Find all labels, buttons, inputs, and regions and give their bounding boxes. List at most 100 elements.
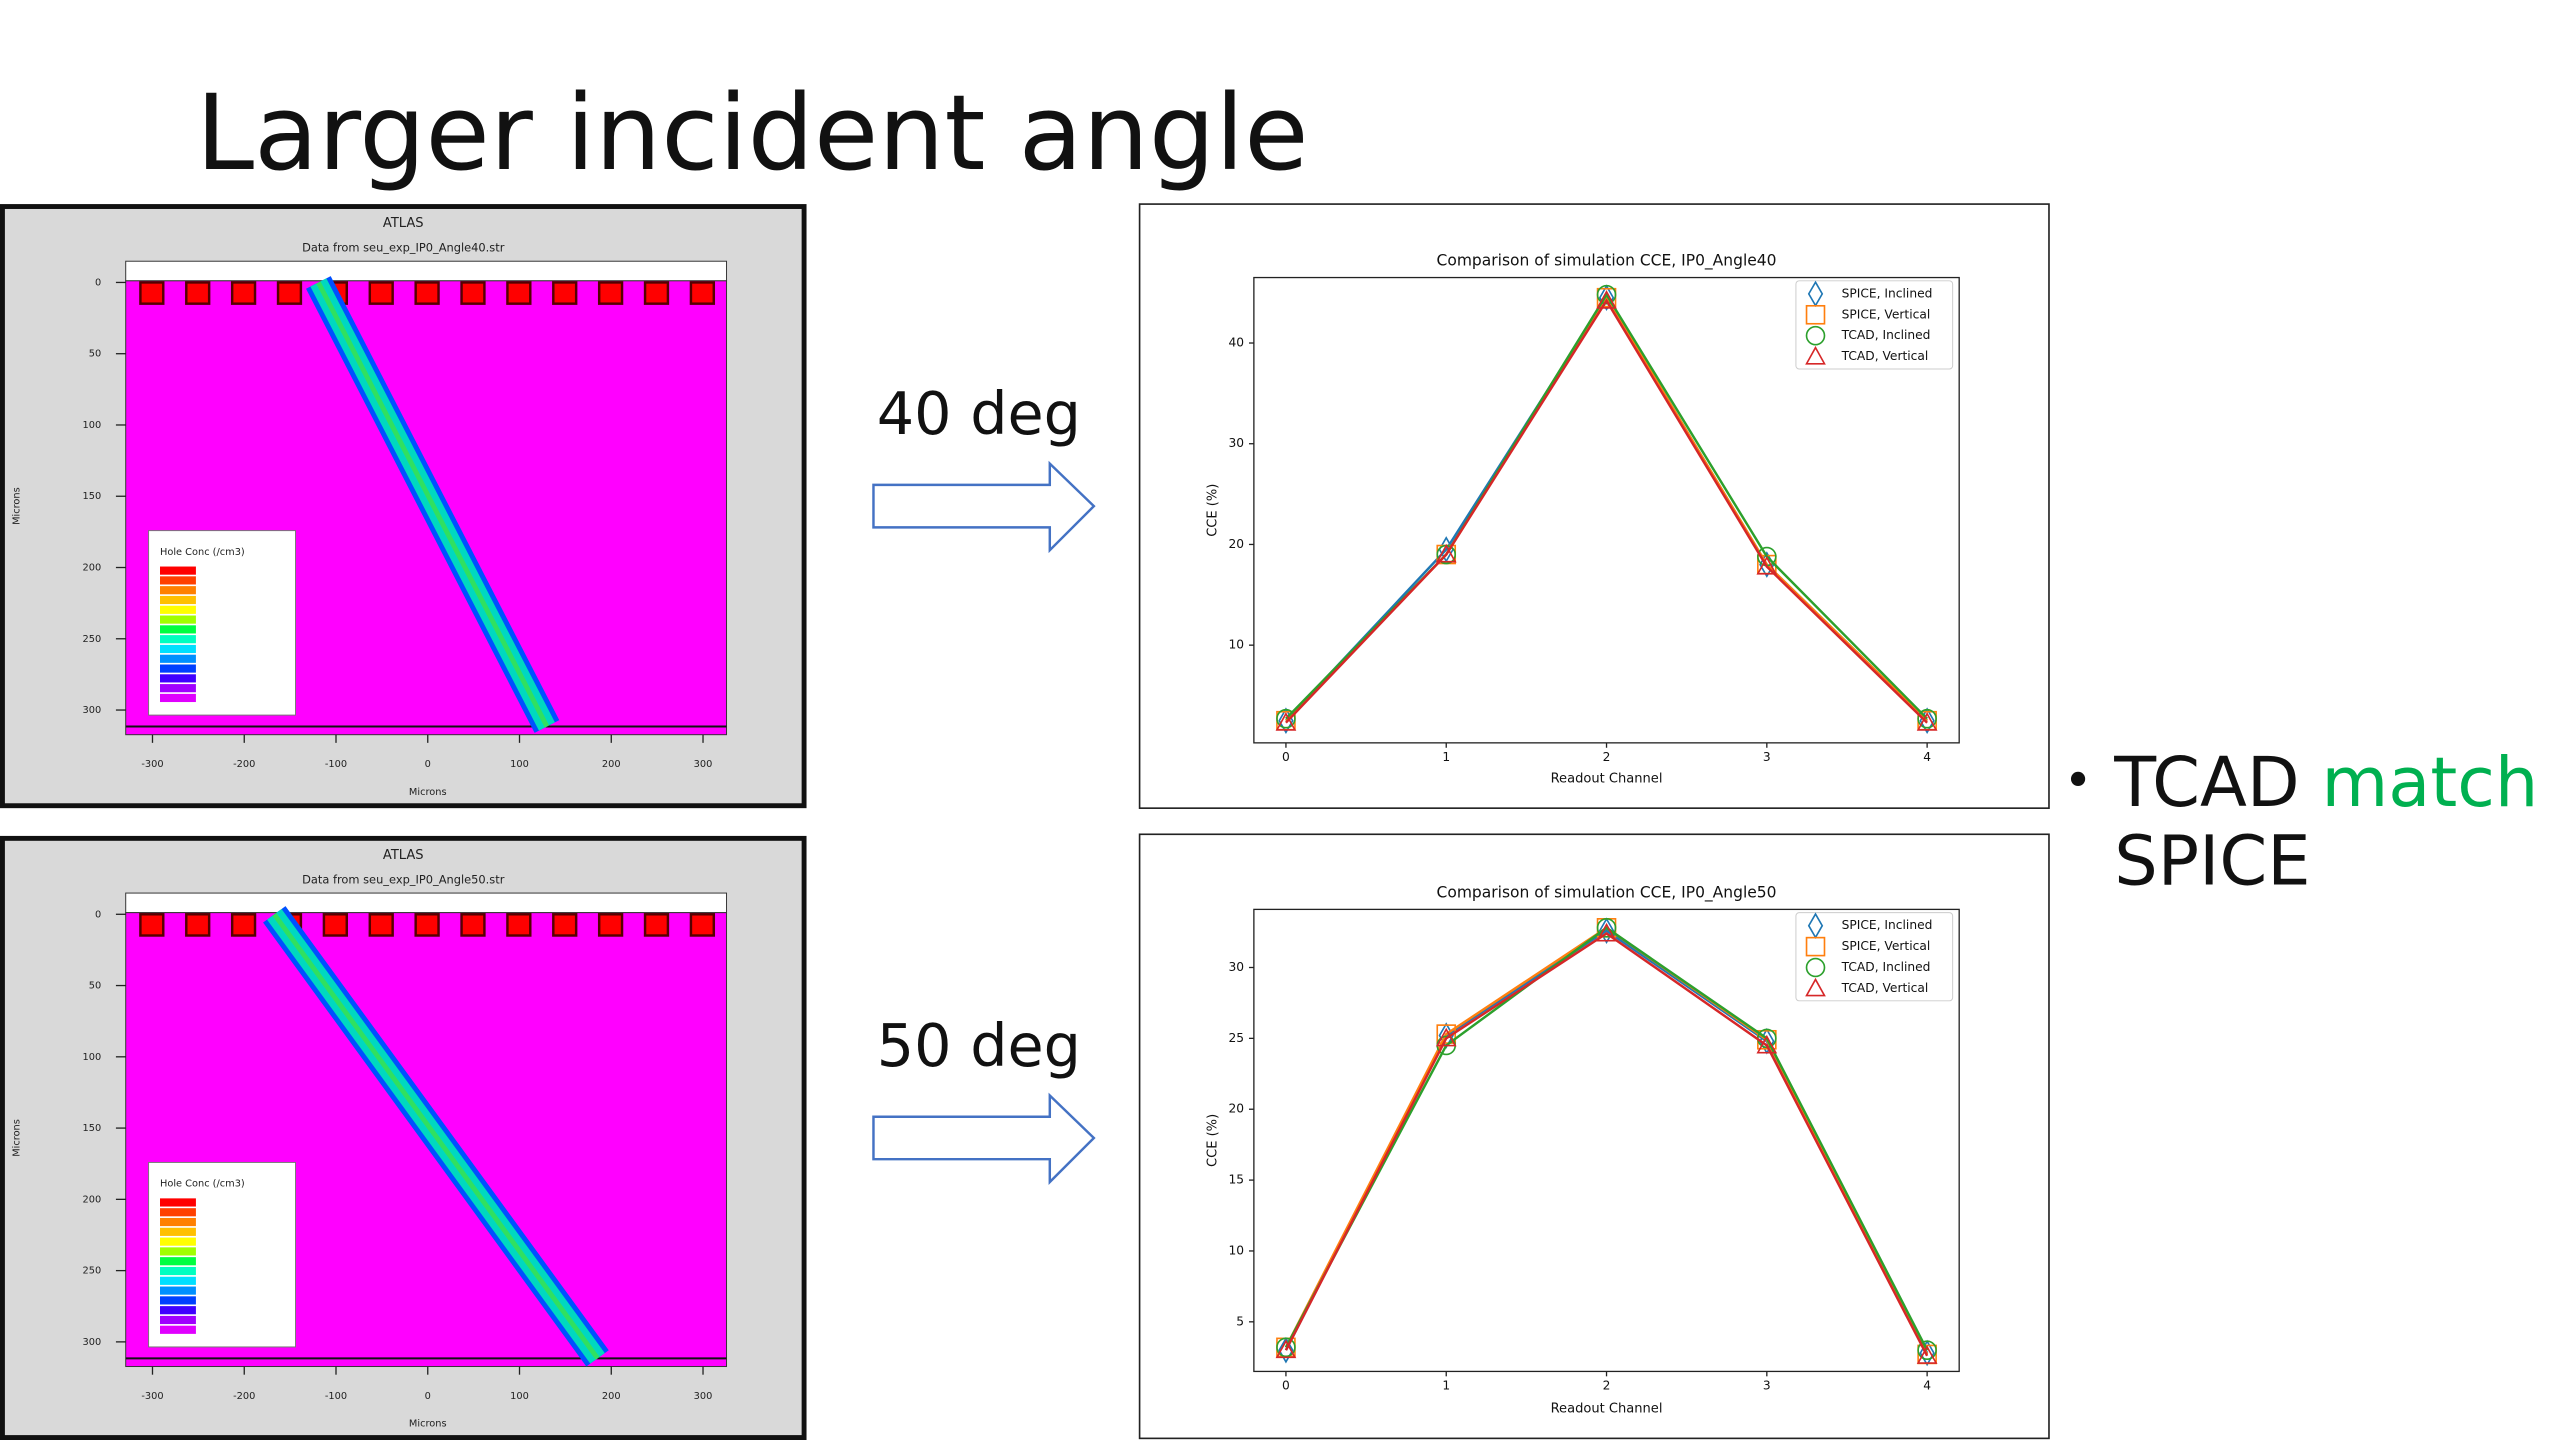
legend-swatch: [160, 1237, 196, 1246]
legend-swatch: [160, 586, 196, 595]
tcad-header: [125, 892, 728, 914]
chart-title: Comparison of simulation CCE, IP0_Angle5…: [1437, 884, 1777, 903]
x-tick-label: 1: [1442, 750, 1450, 764]
legend: [1795, 280, 1954, 370]
legend-swatch: [160, 635, 196, 644]
legend-label: SPICE, Vertical: [1842, 939, 1931, 953]
electrode: [506, 913, 532, 937]
y-tick-label: 150: [83, 491, 102, 502]
marker: [1435, 543, 1457, 563]
electrode: [185, 281, 211, 305]
legend: [1795, 912, 1954, 1002]
bullet-text: TCAD match: [2113, 743, 2538, 823]
legend-swatch: [160, 1315, 196, 1325]
electrode: [689, 281, 716, 305]
y-tick-label: 10: [1229, 1243, 1245, 1257]
x-tick-label: 100: [510, 759, 529, 770]
electrode: [506, 281, 532, 305]
x-tick-label: 2: [1603, 750, 1611, 764]
x-tick-label: -100: [325, 759, 347, 770]
y-tick-label: 150: [83, 1123, 102, 1134]
electrode: [276, 281, 303, 305]
x-tick-label: -200: [233, 759, 255, 770]
marker: [1805, 345, 1826, 365]
legend-label: TCAD, Vertical: [1841, 349, 1929, 363]
legend-swatch: [160, 664, 196, 673]
x-tick-label: -200: [233, 1391, 255, 1402]
tcad-legend-title: Hole Conc (/cm3): [160, 1179, 245, 1190]
electrode: [368, 913, 394, 937]
series-line: [1284, 926, 1929, 1351]
y-tick-label: 30: [1229, 436, 1245, 450]
bullet-text: SPICE: [2114, 821, 2310, 901]
y-tick-label: 40: [1229, 336, 1245, 350]
track-core: [316, 281, 550, 728]
electrode: [139, 913, 165, 937]
legend-swatch: [160, 684, 196, 693]
legend-swatch: [160, 615, 196, 624]
bullet-highlight: match: [2322, 743, 2539, 823]
electrode: [322, 913, 348, 937]
marker: [1278, 1336, 1294, 1364]
legend-swatch: [160, 1325, 196, 1334]
marker: [1598, 284, 1615, 312]
y-tick-label: 50: [89, 981, 101, 992]
track-core: [272, 912, 600, 1360]
x-tick-label: 0: [425, 1391, 431, 1402]
legend-swatch: [160, 1198, 196, 1207]
legend-swatch: [160, 1306, 196, 1315]
y-tick-label: 50: [89, 349, 101, 360]
legend-swatch: [160, 1257, 196, 1266]
marker: [1596, 290, 1617, 309]
marker: [1436, 1024, 1457, 1044]
y-axis-label: Microns: [11, 1119, 22, 1157]
y-tick-label: 20: [1229, 537, 1245, 551]
x-tick-label: 200: [602, 759, 621, 770]
x-tick-label: 0: [1282, 750, 1290, 764]
y-tick-label: 250: [83, 1266, 102, 1277]
arrow: [872, 460, 1096, 554]
legend-label: TCAD, Vertical: [1841, 981, 1929, 995]
marker: [1805, 957, 1826, 978]
legend-swatch: [160, 625, 196, 634]
marker: [1435, 1027, 1457, 1047]
legend-label: SPICE, Inclined: [1842, 286, 1933, 300]
legend-swatch: [160, 1247, 196, 1256]
electrode: [552, 281, 578, 305]
electrode: [368, 281, 394, 305]
x-tick-label: 100: [510, 1391, 529, 1402]
legend-swatch: [160, 1296, 196, 1305]
x-axis-label: Microns: [409, 787, 447, 798]
plot-area: [1253, 276, 1960, 744]
marker: [1596, 922, 1617, 942]
y-tick-label: 0: [95, 909, 101, 920]
marker: [1596, 284, 1617, 305]
electrode: [414, 281, 440, 305]
marker: [1805, 936, 1826, 957]
y-axis-label: CCE (%): [1206, 1114, 1221, 1167]
y-tick-label: 0: [95, 277, 101, 288]
x-tick-label: 1: [1442, 1379, 1450, 1393]
x-tick-label: 0: [1282, 1379, 1290, 1393]
x-tick-label: 300: [694, 1391, 713, 1402]
tcad-header: [125, 260, 728, 282]
marker: [1917, 1340, 1937, 1360]
electrode: [597, 913, 624, 937]
legend-swatch: [160, 654, 196, 663]
electrode: [460, 281, 486, 305]
y-tick-label: 20: [1229, 1102, 1245, 1116]
marker: [1276, 1337, 1296, 1358]
marker: [1275, 712, 1297, 731]
arrow-label: 50 deg: [877, 1011, 1081, 1080]
x-tick-label: 0: [425, 759, 431, 770]
arrow-label: 40 deg: [877, 379, 1081, 448]
legend-swatch: [160, 595, 196, 605]
y-tick-label: 25: [1229, 1031, 1245, 1045]
x-tick-label: 200: [602, 1391, 621, 1402]
legend-swatch: [160, 1227, 196, 1236]
y-tick-label: 300: [83, 1337, 102, 1348]
tcad-subtitle: Data from seu_exp_IP0_Angle50.str: [302, 872, 505, 886]
x-tick-label: -300: [141, 1391, 163, 1402]
